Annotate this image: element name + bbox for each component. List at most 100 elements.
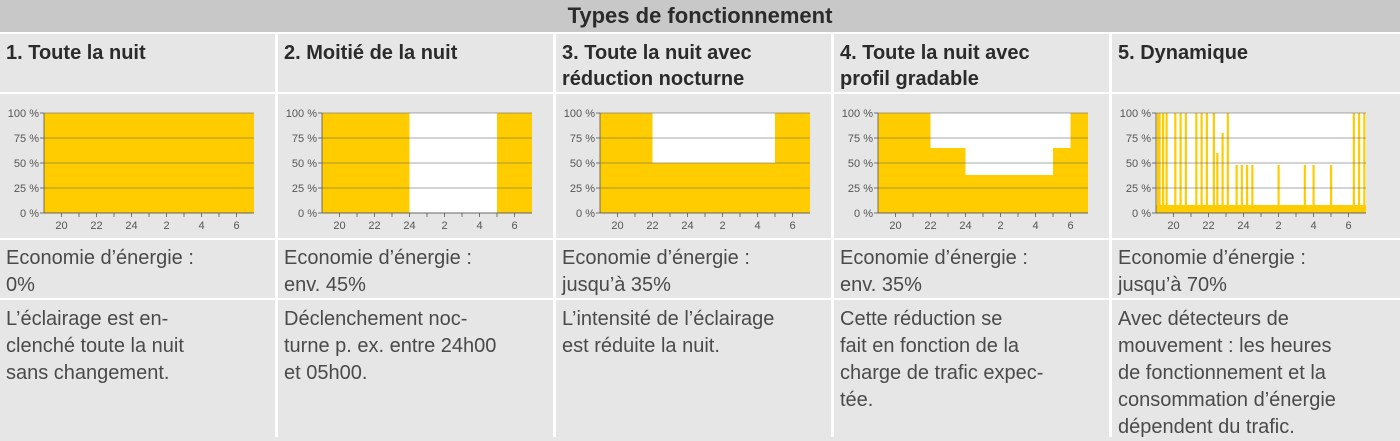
- energy-saving-text: Economie d’énergie : env. 45%: [278, 240, 553, 300]
- column-3: 3. Toute la nuit avec réduction nocturne…: [556, 34, 831, 437]
- x-tick-label: 6: [789, 220, 795, 232]
- y-tick-label: 100 %: [286, 108, 317, 120]
- x-tick-label: 22: [924, 220, 936, 232]
- x-tick-label: 20: [333, 220, 345, 232]
- x-tick-label: 2: [1275, 220, 1281, 232]
- x-tick-label: 22: [368, 220, 380, 232]
- chart-svg: 100 %75 %50 %25 %0 %20 22 24 2 4 6: [8, 108, 254, 232]
- column-separator: [553, 34, 556, 437]
- series-spike: [1277, 165, 1280, 213]
- chart-panel: 100 % 75 % 50 % 25 % 0 % 20 22 24 2 4 6: [556, 94, 831, 240]
- series-spike: [1240, 165, 1243, 213]
- series-base-level: [1156, 205, 1366, 213]
- description-text: Déclenchement noc- turne p. ex. entre 24…: [284, 308, 497, 384]
- column-heading: 2. Moitié de la nuit: [278, 34, 553, 94]
- y-tick-label: 0 %: [20, 208, 39, 220]
- y-tick-label: 50 %: [848, 158, 873, 170]
- x-tick-label: 6: [233, 220, 239, 232]
- y-tick-label: 100 %: [8, 108, 39, 120]
- column-separator: [275, 34, 278, 437]
- x-tick-label: 4: [1310, 220, 1316, 232]
- x-tick-label: 20: [611, 220, 623, 232]
- x-tick-label: 4: [1032, 220, 1038, 232]
- description-text: Avec détecteurs de mouvement : les heure…: [1118, 308, 1336, 438]
- x-tick-label: 22: [90, 220, 102, 232]
- chart-svg: 100 %75 %50 %25 %0 %20 22 24 2 4 6: [564, 108, 810, 232]
- chart-svg: 100 %75 %50 %25 %0 %20 22 24 2 4 6: [1120, 108, 1366, 232]
- x-tick-label: 24: [125, 220, 137, 232]
- chart-panel: 100 % 75 % 50 % 25 % 0 % 20 22 24 2 4 6: [278, 94, 553, 240]
- y-tick-label: 50 %: [14, 158, 39, 170]
- description-text: Cette réduction se fait en fonction de l…: [840, 308, 1044, 411]
- x-tick-label: 20: [889, 220, 901, 232]
- chart-panel: 100 % 75 % 50 % 25 % 0 % 20 22 24 2 4 6: [1112, 94, 1400, 240]
- column-heading: 1. Toute la nuit: [0, 34, 275, 94]
- x-tick-label: 24: [959, 220, 971, 232]
- x-tick-label: 24: [403, 220, 415, 232]
- y-tick-label: 0 %: [854, 208, 873, 220]
- x-tick-label: 24: [1237, 220, 1249, 232]
- y-tick-label: 50 %: [1126, 158, 1151, 170]
- x-tick-label: 22: [1202, 220, 1214, 232]
- series-spike: [1330, 165, 1333, 213]
- x-tick-label: 6: [1067, 220, 1073, 232]
- x-tick-label: 20: [1167, 220, 1179, 232]
- column-heading: 5. Dynamique: [1112, 34, 1400, 94]
- y-tick-label: 75 %: [292, 133, 317, 145]
- x-tick-label: 24: [681, 220, 693, 232]
- x-tick-label: 22: [646, 220, 658, 232]
- series-spike: [1251, 165, 1254, 213]
- chart-svg: 100 %75 %50 %25 %0 %20 22 24 2 4 6: [286, 108, 532, 232]
- page-title: Types de fonctionnement: [0, 0, 1400, 34]
- y-tick-label: 75 %: [570, 133, 595, 145]
- x-tick-label: 20: [55, 220, 67, 232]
- y-tick-label: 100 %: [564, 108, 595, 120]
- column-separator: [1109, 34, 1112, 437]
- y-tick-label: 25 %: [570, 183, 595, 195]
- x-tick-label: 6: [511, 220, 517, 232]
- y-tick-label: 25 %: [1126, 183, 1151, 195]
- column-2: 2. Moitié de la nuit 100 % 75 % 50 % 25 % 0 %…: [278, 34, 553, 437]
- column-separator: [831, 34, 834, 437]
- series-spike: [1216, 153, 1219, 213]
- y-tick-label: 100 %: [842, 108, 873, 120]
- x-tick-label: 2: [163, 220, 169, 232]
- series-spike: [1303, 165, 1306, 213]
- column-4: 4. Toute la nuit avec profil gradable 100…: [834, 34, 1109, 437]
- y-tick-label: 25 %: [848, 183, 873, 195]
- x-tick-label: 2: [719, 220, 725, 232]
- chart-svg: 100 %75 %50 %25 %0 %20 22 24 2 4 6: [842, 108, 1088, 232]
- y-tick-label: 75 %: [1126, 133, 1151, 145]
- chart-panel: 100 % 75 % 50 % 25 % 0 % 20 22 24 2 4 6: [0, 94, 275, 240]
- x-tick-label: 4: [754, 220, 760, 232]
- column-heading: 3. Toute la nuit avec réduction nocturne: [556, 34, 831, 94]
- y-tick-label: 75 %: [14, 133, 39, 145]
- column-heading: 4. Toute la nuit avec profil gradable: [834, 34, 1109, 94]
- y-tick-label: 50 %: [570, 158, 595, 170]
- chart-panel: 100 % 75 % 50 % 25 % 0 % 20 22 24 2 4 6: [834, 94, 1109, 240]
- y-tick-label: 25 %: [292, 183, 317, 195]
- energy-saving-text: Economie d’énergie : 0%: [0, 240, 275, 300]
- x-tick-label: 4: [476, 220, 482, 232]
- description-text: L’intensité de l’éclairage est réduite l…: [562, 308, 775, 357]
- y-tick-label: 50 %: [292, 158, 317, 170]
- y-tick-label: 100 %: [1120, 108, 1151, 120]
- description-text: L’éclairage est en- clenché toute la nui…: [6, 308, 184, 384]
- y-tick-label: 75 %: [848, 133, 873, 145]
- y-tick-label: 0 %: [298, 208, 317, 220]
- x-tick-label: 2: [441, 220, 447, 232]
- x-tick-label: 4: [198, 220, 204, 232]
- column-1: 1. Toute la nuit 100 % 75 % 50 % 25 % 0 % 20 22…: [0, 34, 275, 437]
- series-spike: [1246, 165, 1249, 213]
- y-tick-label: 0 %: [576, 208, 595, 220]
- series-spike: [1221, 133, 1224, 213]
- y-tick-label: 0 %: [1132, 208, 1151, 220]
- column-5: 5. Dynamique 100 % 75 % 50 % 25 % 0 % 20 22 24 2 4…: [1112, 34, 1400, 438]
- y-tick-label: 25 %: [14, 183, 39, 195]
- energy-saving-text: Economie d’énergie : jusqu’à 70%: [1112, 240, 1400, 300]
- series-spike: [1235, 165, 1238, 213]
- series-spike: [1312, 165, 1315, 213]
- x-tick-label: 2: [997, 220, 1003, 232]
- energy-saving-text: Economie d’énergie : jusqu’à 35%: [556, 240, 831, 300]
